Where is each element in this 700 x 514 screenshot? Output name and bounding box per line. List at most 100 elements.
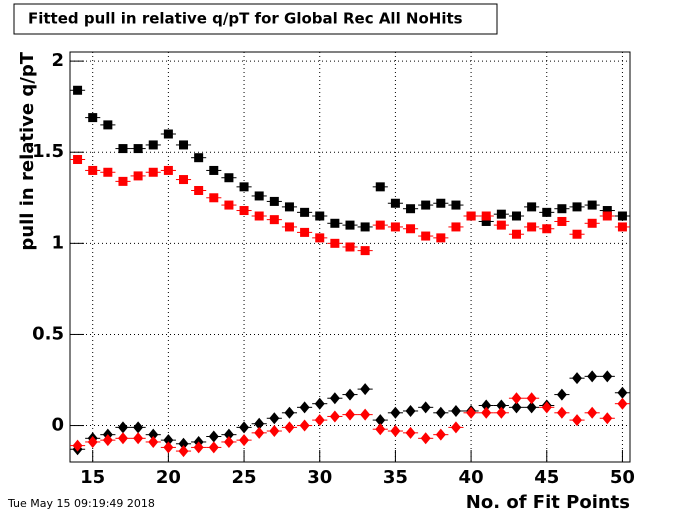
square-marker: [542, 224, 552, 234]
diamond-marker: [435, 428, 446, 441]
square-marker: [224, 200, 234, 210]
square-marker: [345, 242, 355, 252]
x-tick-label: 20: [156, 467, 181, 488]
square-marker: [163, 129, 173, 139]
square-marker: [315, 211, 325, 221]
diamond-marker: [450, 404, 461, 417]
square-marker: [345, 220, 355, 230]
diamond-marker: [496, 406, 507, 419]
square-marker: [557, 204, 567, 214]
y-axis-label: pull in relative q/pT: [17, 51, 38, 250]
y-tick-label: 0: [51, 415, 64, 436]
square-marker: [239, 182, 249, 192]
y-tick-label: 1: [51, 232, 64, 253]
square-marker: [511, 211, 521, 221]
diamond-marker: [163, 434, 174, 447]
square-marker: [527, 202, 537, 212]
diamond-marker: [511, 392, 522, 405]
diamond-marker: [314, 414, 325, 427]
square-marker: [527, 222, 537, 232]
x-tick-label: 25: [232, 467, 257, 488]
diamond-marker: [617, 386, 628, 399]
diamond-marker: [284, 406, 295, 419]
diamond-marker: [329, 392, 340, 405]
diamond-marker: [360, 383, 371, 396]
x-tick-label: 35: [383, 467, 408, 488]
square-marker: [330, 238, 340, 248]
square-marker: [118, 176, 128, 186]
diamond-marker: [617, 397, 628, 410]
diamond-marker: [208, 441, 219, 454]
square-marker: [300, 207, 310, 217]
diamond-marker: [102, 434, 113, 447]
diamond-marker: [117, 432, 128, 445]
square-marker: [390, 222, 400, 232]
square-marker: [360, 246, 370, 256]
square-marker: [148, 167, 158, 177]
y-tick-label: 0.5: [32, 323, 64, 344]
square-marker: [73, 85, 83, 95]
diamond-marker: [526, 401, 537, 414]
diamond-marker: [390, 406, 401, 419]
square-marker: [73, 155, 83, 165]
square-marker: [481, 211, 491, 221]
diamond-marker: [435, 406, 446, 419]
diamond-marker: [223, 435, 234, 448]
diamond-marker: [284, 421, 295, 434]
diamond-marker: [450, 421, 461, 434]
square-marker: [163, 165, 173, 175]
square-marker: [254, 211, 264, 221]
square-marker: [179, 175, 189, 185]
diamond-marker: [541, 401, 552, 414]
diamond-marker: [314, 397, 325, 410]
diamond-marker: [556, 388, 567, 401]
diamond-marker: [178, 445, 189, 458]
square-marker: [496, 220, 506, 230]
square-marker: [284, 202, 294, 212]
y-tick-label: 1.5: [32, 141, 64, 162]
chart-title: Fitted pull in relative q/pT for Global …: [28, 10, 463, 28]
x-tick-label: 50: [610, 467, 635, 488]
square-marker: [375, 182, 385, 192]
square-marker: [209, 165, 219, 175]
diamond-marker: [208, 430, 219, 443]
diamond-marker: [299, 419, 310, 432]
square-marker: [496, 209, 506, 219]
diamond-marker: [587, 370, 598, 383]
diamond-marker: [587, 406, 598, 419]
square-marker: [360, 222, 370, 232]
diamond-marker: [390, 425, 401, 438]
diamond-marker: [223, 428, 234, 441]
square-marker: [390, 198, 400, 208]
square-marker: [421, 200, 431, 210]
diamond-marker: [269, 425, 280, 438]
square-marker: [103, 120, 113, 130]
square-marker: [617, 211, 627, 221]
x-tick-label: 15: [80, 467, 105, 488]
square-marker: [118, 144, 128, 154]
diamond-marker: [420, 432, 431, 445]
x-tick-label: 30: [307, 467, 332, 488]
diamond-marker: [239, 434, 250, 447]
diamond-marker: [572, 414, 583, 427]
square-marker: [557, 216, 567, 226]
square-marker: [451, 222, 461, 232]
diamond-marker: [375, 423, 386, 436]
diamond-marker: [254, 417, 265, 430]
square-marker: [436, 233, 446, 243]
square-marker: [133, 171, 143, 181]
square-marker: [194, 153, 204, 163]
diamond-marker: [572, 372, 583, 385]
square-marker: [587, 200, 597, 210]
diamond-marker: [602, 370, 613, 383]
diamond-marker: [405, 404, 416, 417]
square-marker: [269, 196, 279, 206]
square-marker: [88, 113, 98, 123]
square-marker: [239, 206, 249, 216]
square-marker: [315, 233, 325, 243]
diamond-marker: [148, 428, 159, 441]
diamond-marker: [360, 408, 371, 421]
square-marker: [194, 185, 204, 195]
square-marker: [511, 229, 521, 239]
diamond-marker: [148, 435, 159, 448]
